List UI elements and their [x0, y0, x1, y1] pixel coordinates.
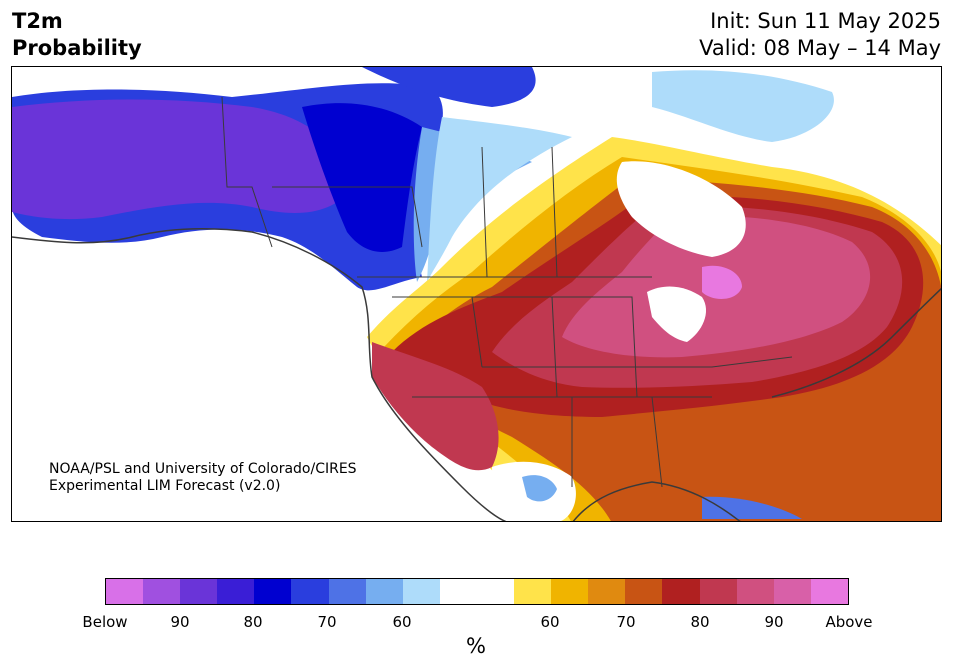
alaska-purple-core — [12, 99, 352, 220]
forecast-map — [11, 66, 942, 522]
forecast-dates: Init: Sun 11 May 2025 Valid: 08 May – 14… — [699, 8, 941, 62]
valid-range: Valid: 08 May – 14 May — [699, 36, 941, 60]
colorbar-cell — [625, 579, 663, 604]
colorbar-cell — [662, 579, 700, 604]
colorbar-tick-label: 80 — [690, 613, 710, 631]
colorbar-cell — [439, 579, 477, 604]
cuba-blue — [702, 496, 802, 519]
colorbar-cell — [365, 579, 403, 604]
title-variable: T2m — [12, 9, 63, 33]
colorbar-cell — [402, 579, 440, 604]
colorbar-cell — [699, 579, 737, 604]
colorbar-cell — [106, 579, 144, 604]
credit-line-1: NOAA/PSL and University of Colorado/CIRE… — [49, 461, 357, 477]
colorbar-tick-label: 90 — [170, 613, 190, 631]
hudson-bay — [616, 161, 746, 257]
chart-title: T2m Probability — [12, 8, 142, 62]
colorbar-cell — [551, 579, 589, 604]
colorbar-cell — [328, 579, 366, 604]
colorbar-units: % — [466, 634, 486, 658]
colorbar-cell — [736, 579, 774, 604]
colorbar-cell — [180, 579, 218, 604]
colorbar-tick-label: 60 — [392, 613, 412, 631]
colorbar-cell — [773, 579, 811, 604]
coastline — [12, 227, 941, 521]
colorbar-tick-label: Below — [82, 613, 128, 631]
colorbar-cell — [291, 579, 329, 604]
credit-text: NOAA/PSL and University of Colorado/CIRE… — [49, 461, 357, 495]
colorbar-cell — [514, 579, 552, 604]
title-subtitle: Probability — [12, 36, 142, 60]
mexico-light-blue — [522, 475, 557, 502]
colorbar-tick-label: 70 — [616, 613, 636, 631]
credit-line-2: Experimental LIM Forecast (v2.0) — [49, 478, 281, 494]
colorbar-cell — [588, 579, 626, 604]
arctic-light-region — [652, 70, 834, 142]
canada-pale-below — [427, 117, 572, 282]
colorbar-ticks: Below 90 80 70 60 60 70 80 90 Above — [0, 613, 954, 633]
canada-deep-below — [302, 103, 422, 252]
colorbar-cell — [217, 579, 255, 604]
colorbar-cell — [476, 579, 515, 604]
colorbar-tick-label: 80 — [243, 613, 263, 631]
colorbar-tick-label: 60 — [540, 613, 560, 631]
colorbar-cell — [143, 579, 181, 604]
colorbar — [105, 578, 849, 605]
colorbar-cell — [254, 579, 292, 604]
political-borders — [221, 96, 793, 488]
colorbar-cell — [810, 579, 848, 604]
arctic-blue-region — [362, 67, 536, 107]
great-lakes — [647, 286, 707, 342]
colorbar-tick-label: 90 — [764, 613, 784, 631]
southwest-red-region — [372, 342, 499, 471]
north-america-map — [12, 67, 941, 521]
colorbar-tick-label: Above — [825, 613, 873, 631]
above-magenta-spot — [702, 265, 742, 299]
init-date: Init: Sun 11 May 2025 — [710, 9, 941, 33]
colorbar-tick-label: 70 — [317, 613, 337, 631]
